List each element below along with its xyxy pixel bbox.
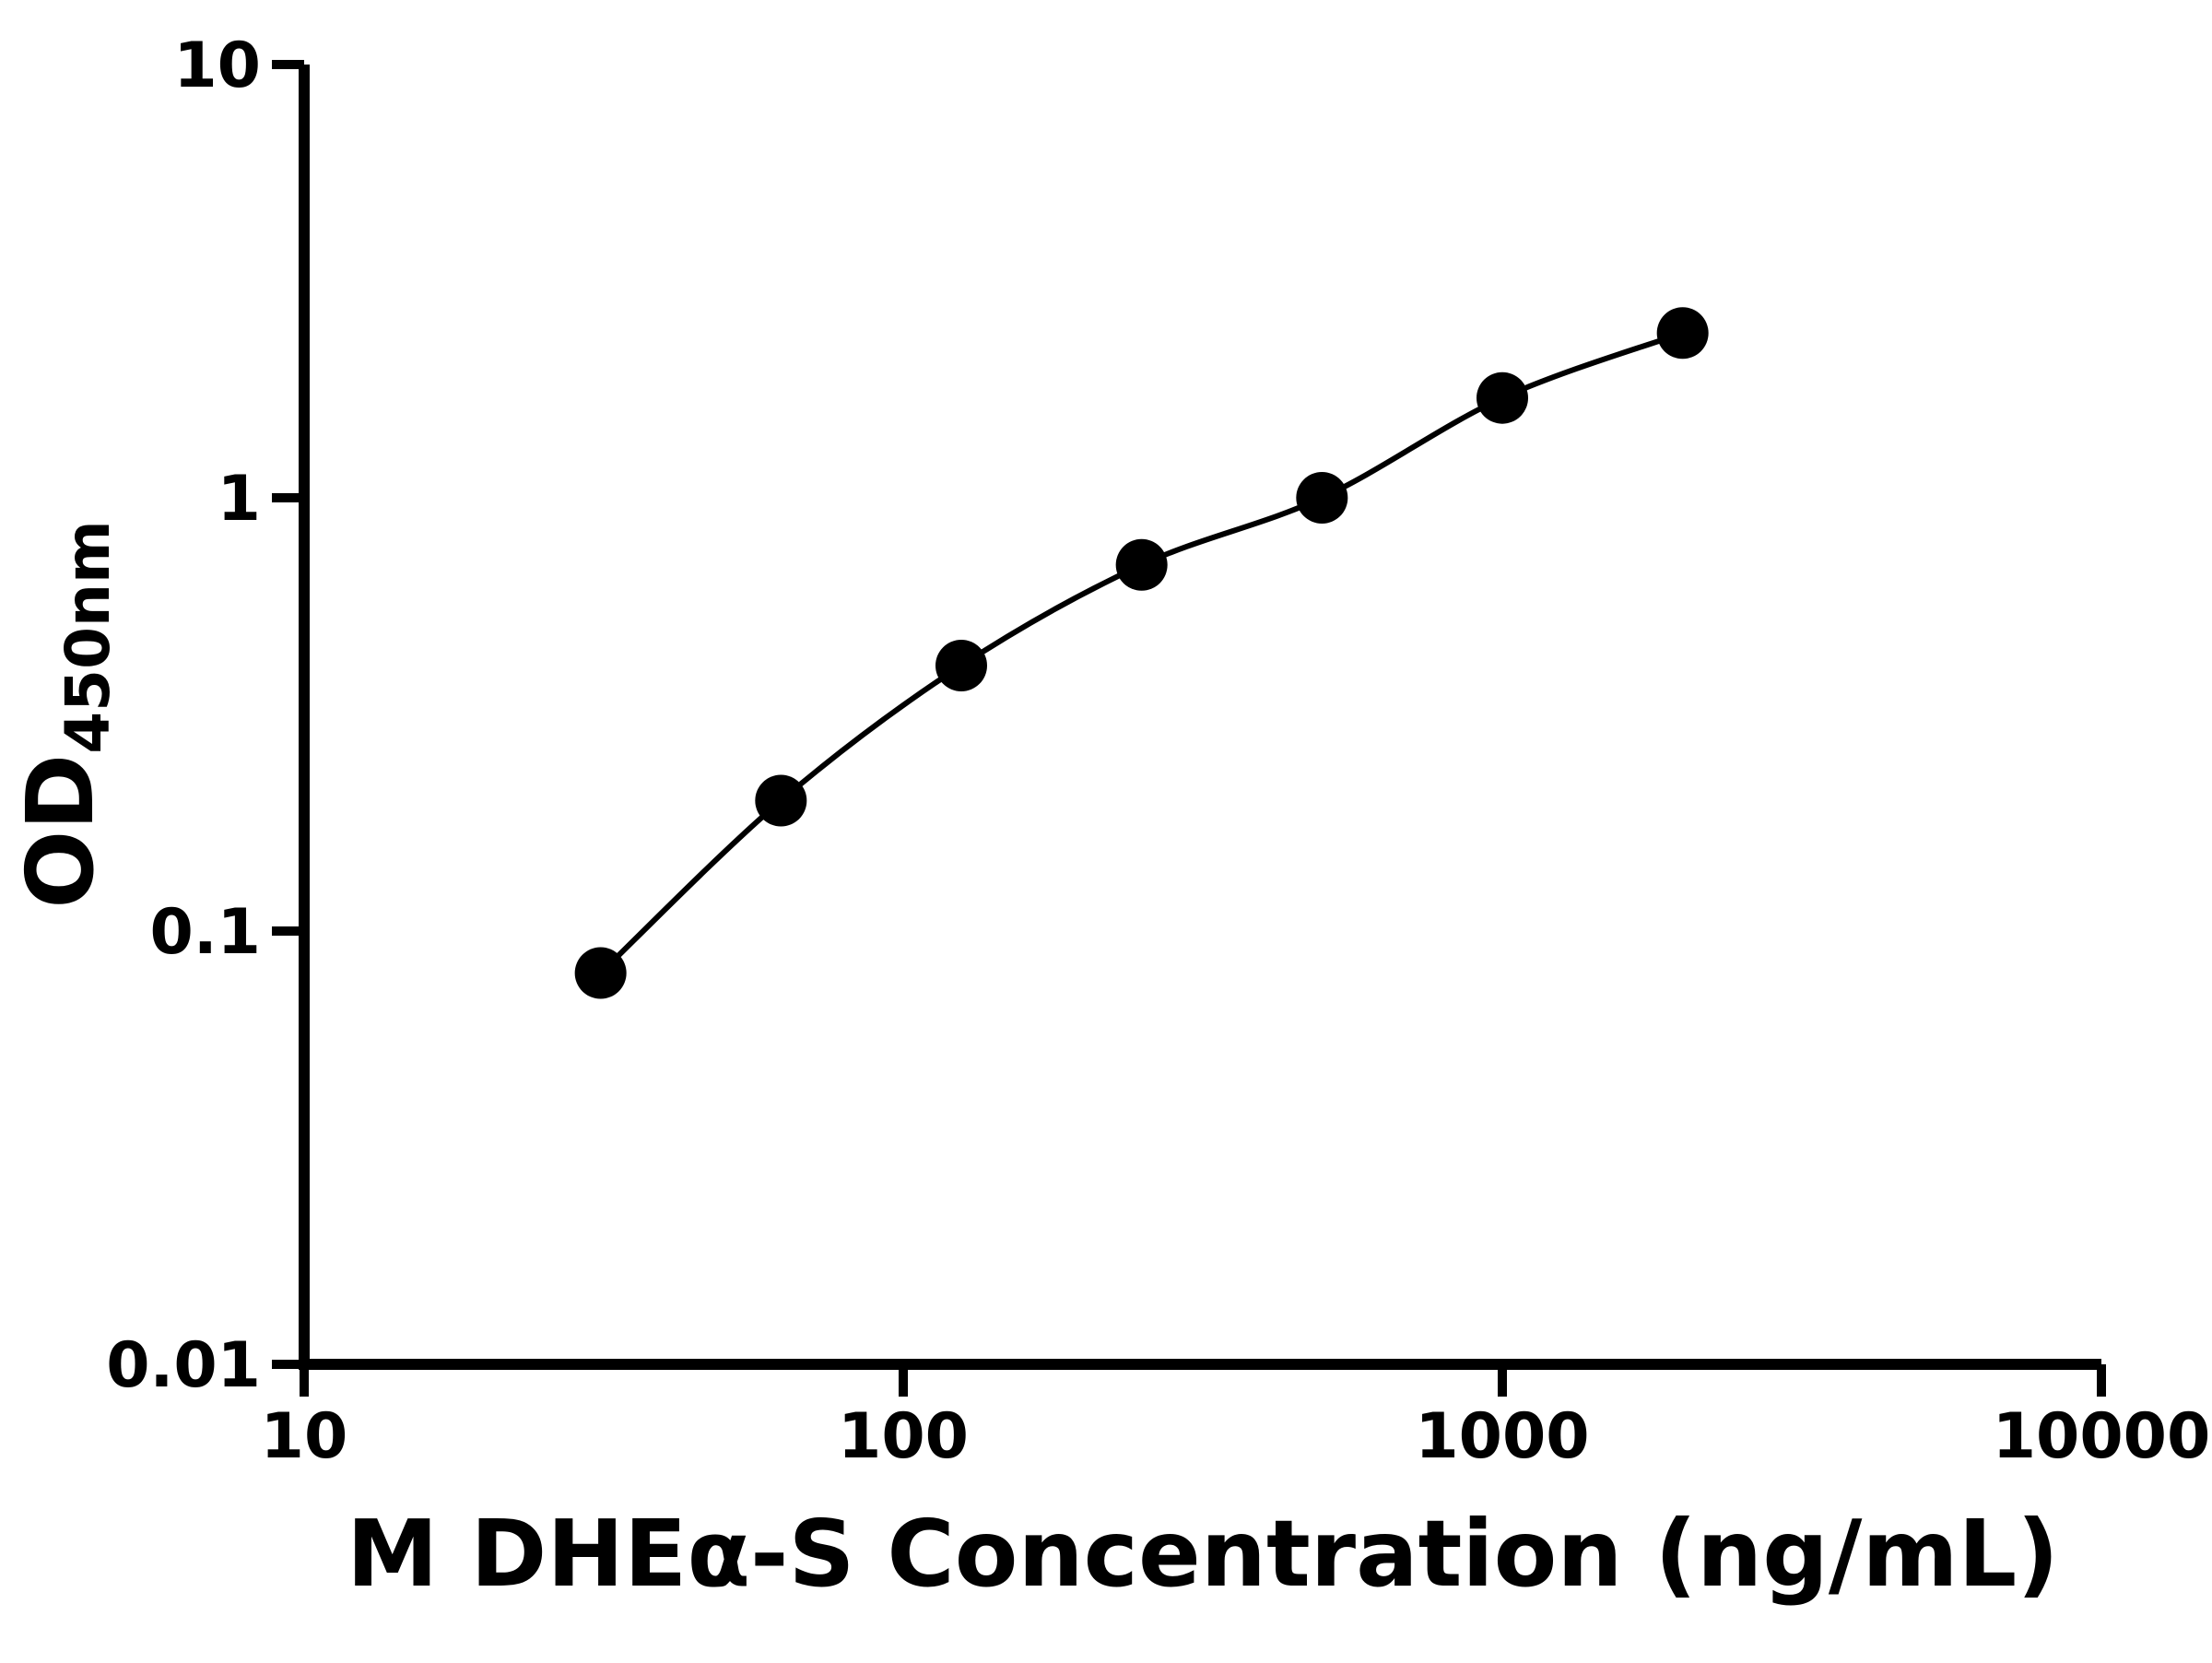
data-point-marker bbox=[755, 774, 807, 827]
data-point-marker bbox=[1656, 307, 1709, 360]
data-point-marker bbox=[574, 947, 627, 999]
x-tick-label: 100 bbox=[838, 1400, 969, 1473]
data-point-marker bbox=[935, 639, 987, 691]
y-tick-label: 10 bbox=[173, 29, 261, 102]
y-tick-label: 0.1 bbox=[150, 896, 261, 969]
y-axis-title-main: OD bbox=[6, 754, 114, 909]
axis-spines bbox=[299, 65, 2101, 1370]
x-tick-label: 1000 bbox=[1415, 1400, 1589, 1473]
data-point-marker bbox=[1296, 472, 1348, 524]
x-tick-label: 10000 bbox=[1993, 1400, 2211, 1473]
y-tick-label: 0.01 bbox=[106, 1329, 261, 1402]
series-layer bbox=[574, 307, 1709, 999]
data-point-marker bbox=[1477, 372, 1528, 424]
x-axis-title: M DHEα-S Concentration (ng/mL) bbox=[347, 1500, 2059, 1608]
y-axis-title-subscript: 450nm bbox=[53, 520, 124, 754]
axis-ticks-layer: 10 100 1000 10000 0.01 0.1 1 10 bbox=[106, 29, 2210, 1473]
curve-line bbox=[598, 330, 1684, 975]
x-tick-label: 10 bbox=[261, 1400, 348, 1473]
y-tick-label: 1 bbox=[218, 463, 261, 536]
y-axis-title: OD450nm bbox=[6, 520, 124, 909]
data-point-marker bbox=[1115, 538, 1168, 591]
